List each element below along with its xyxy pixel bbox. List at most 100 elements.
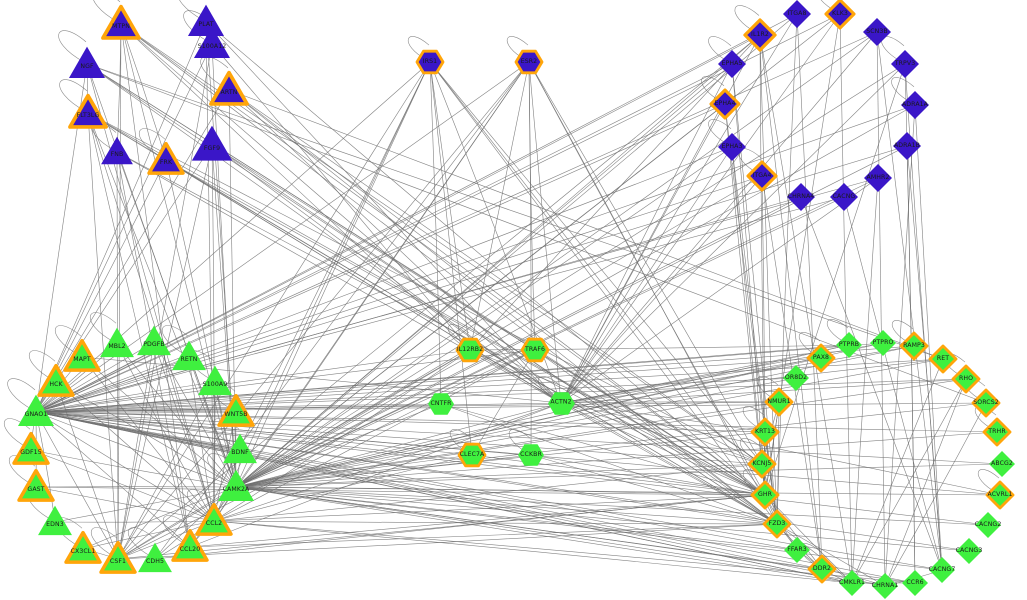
edge: [35, 402, 987, 413]
self-loop-edge: [58, 30, 87, 63]
edge: [35, 43, 213, 413]
self-loop-edge: [408, 36, 430, 61]
graph-node-actn2[interactable]: ACTN2: [543, 385, 580, 422]
self-loop-edge: [179, 0, 205, 21]
edge: [528, 61, 532, 456]
edge: [235, 196, 802, 488]
edge: [205, 21, 215, 522]
edge: [116, 343, 237, 488]
graph-node-mtpn[interactable]: MTPN: [99, 2, 143, 46]
graph-node-adra1a[interactable]: ADRA1A: [896, 86, 934, 124]
graph-node-fnb[interactable]: FNB: [97, 132, 137, 172]
edge: [876, 31, 886, 587]
graph-node-trhr[interactable]: TRHR: [979, 414, 1015, 450]
self-loop-edge: [708, 36, 732, 63]
edge: [35, 145, 908, 413]
graph-node-epha5[interactable]: EPHA5: [713, 45, 751, 83]
edge: [55, 381, 215, 522]
self-loop-edge: [7, 378, 36, 411]
edge: [213, 520, 853, 584]
graph-node-s100a12[interactable]: S100A12: [190, 22, 234, 66]
edge: [35, 381, 216, 413]
graph-node-epha4[interactable]: EPHA4: [706, 85, 744, 123]
edge: [30, 449, 237, 488]
edge: [35, 411, 916, 584]
self-loop-edge: [509, 429, 531, 454]
edge: [235, 103, 726, 488]
edge: [528, 61, 562, 404]
edge: [884, 378, 967, 587]
self-loop-edge: [90, 527, 118, 558]
self-loop-edge: [538, 376, 561, 402]
edge: [35, 411, 886, 587]
graph-node-wnt5b[interactable]: WNT5B: [215, 391, 257, 433]
edge: [429, 61, 778, 525]
graph-node-trpv3[interactable]: TRPV3: [886, 45, 924, 83]
edge: [876, 31, 943, 571]
graph-node-fgf9[interactable]: FGF9: [188, 121, 236, 169]
graph-node-cmklr1[interactable]: CMKLR1: [834, 565, 870, 600]
graph-node-amhr2[interactable]: AMHR2: [859, 159, 897, 197]
graph-node-ngf[interactable]: NGF: [65, 42, 109, 86]
graph-node-artn[interactable]: ARTN: [207, 68, 251, 112]
edge: [35, 411, 1001, 496]
edge: [35, 196, 802, 413]
graph-node-cntfr[interactable]: CNTFR: [423, 386, 459, 422]
edge: [35, 411, 798, 551]
graph-node-ccr6[interactable]: CCR6: [897, 565, 933, 600]
self-loop-edge: [507, 36, 529, 61]
graph-node-cacng[interactable]: CACNG: [825, 178, 863, 216]
edge: [35, 411, 943, 571]
edge: [81, 356, 215, 522]
edge: [235, 401, 780, 488]
graph-node-gdf15[interactable]: GDF15: [10, 429, 52, 471]
edge: [235, 61, 431, 488]
graph-node-frk[interactable]: FRK: [145, 139, 187, 181]
edge: [117, 23, 122, 560]
edge: [213, 454, 473, 522]
edge: [839, 13, 853, 584]
graph-node-cckbr[interactable]: CCKBR: [513, 437, 549, 473]
self-loop-edge: [757, 376, 779, 401]
graph-node-klk3[interactable]: KLK3: [821, 0, 859, 33]
edge: [154, 494, 766, 560]
edge: [235, 463, 1003, 488]
edge: [235, 377, 797, 488]
graph-node-itga8[interactable]: ITGA8: [778, 0, 816, 33]
graph-node-clec7a[interactable]: CLEC7A: [454, 437, 490, 473]
edge: [205, 21, 562, 404]
self-loop-edge: [743, 406, 765, 431]
graph-node-flt3lg[interactable]: FLT3LG: [66, 91, 110, 135]
graph-node-traf6[interactable]: TRAF6: [517, 332, 553, 368]
graph-node-irs1[interactable]: IRS1: [412, 44, 448, 80]
edge: [235, 378, 967, 488]
edge: [235, 349, 471, 488]
self-loop-edge: [28, 350, 56, 381]
self-loop-edge: [740, 438, 762, 463]
edge: [560, 345, 915, 404]
edge: [35, 411, 823, 570]
edge: [235, 431, 766, 488]
edge: [35, 486, 766, 496]
edge: [153, 341, 237, 488]
graph-node-chrna4[interactable]: CHRNA4: [782, 178, 820, 216]
graph-node-cdh5[interactable]: CDH5: [134, 538, 176, 580]
edge: [429, 61, 473, 456]
edge: [81, 356, 237, 488]
edge: [35, 411, 191, 548]
edge: [235, 31, 878, 488]
edge: [116, 151, 562, 404]
edge: [235, 342, 884, 488]
graph-node-itga4[interactable]: ITGA4: [743, 157, 781, 195]
self-loop-edge: [186, 489, 214, 520]
graph-node-gnao1[interactable]: GNAO1: [14, 390, 58, 434]
graph-node-esr2[interactable]: ESR2: [511, 44, 547, 80]
edge: [235, 486, 1001, 496]
graph-node-krt13[interactable]: KRT13: [747, 414, 783, 450]
edge: [235, 146, 733, 488]
graph-node-il12rb2[interactable]: IL12RB2: [452, 332, 488, 368]
edge: [235, 403, 442, 488]
graph-node-csf1[interactable]: CSF1: [97, 538, 139, 580]
